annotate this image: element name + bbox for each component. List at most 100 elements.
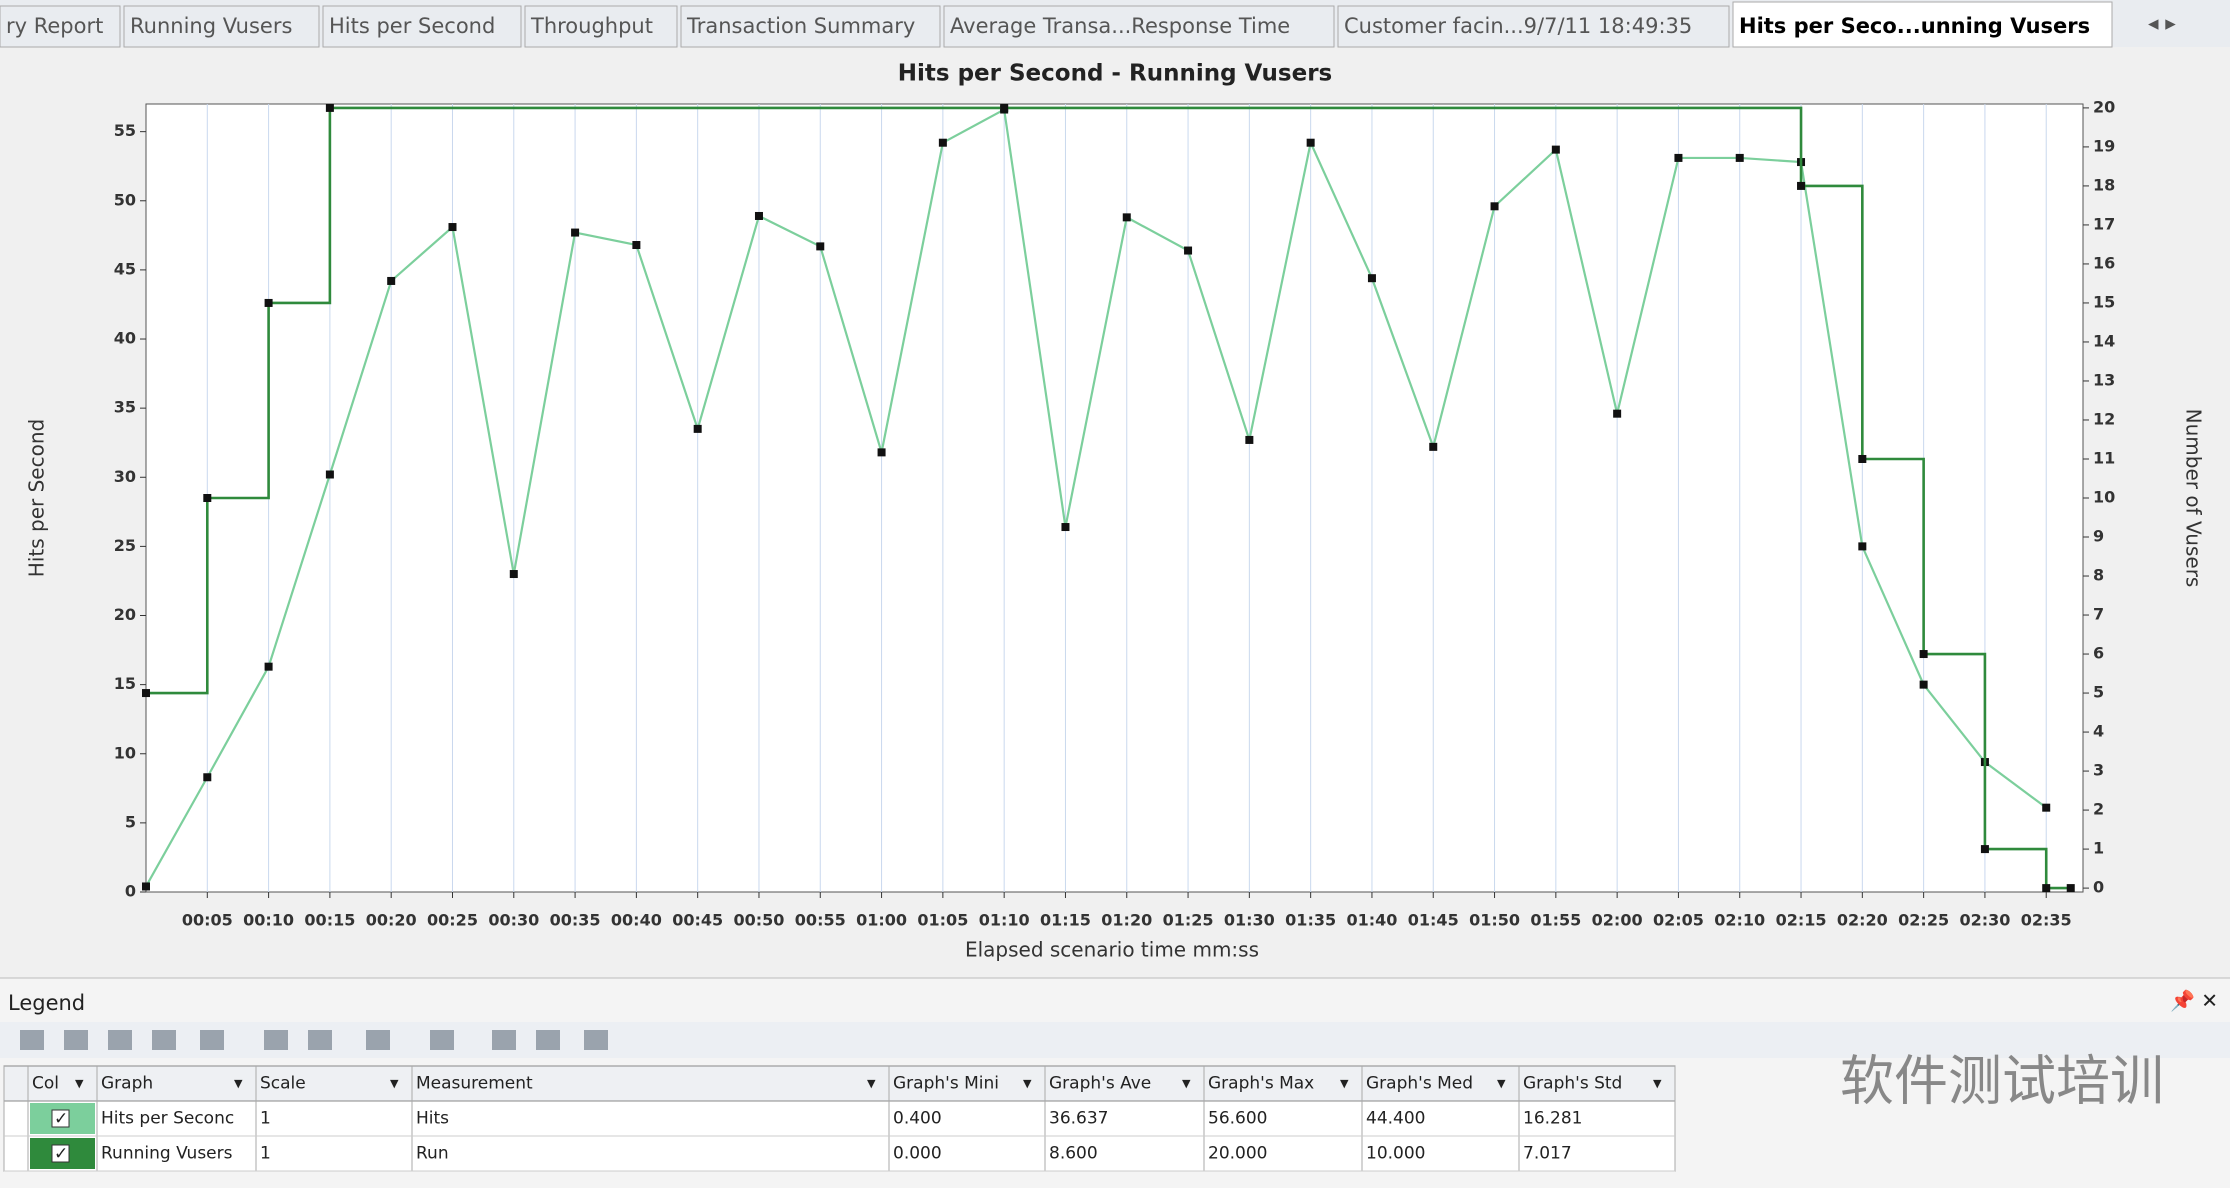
y-tick-label: 45 xyxy=(114,259,136,278)
dropdown[interactable]: ▾ xyxy=(1340,1074,1349,1094)
x-tick-label: 01:30 xyxy=(1224,911,1275,930)
tab[interactable] xyxy=(0,5,121,48)
tab[interactable] xyxy=(680,5,941,48)
point xyxy=(2042,803,2051,812)
y-tick-label: 10 xyxy=(114,743,136,762)
x-tick-label: 02:20 xyxy=(1837,911,1888,930)
panel-buttons[interactable]: 📌 ✕ xyxy=(2170,989,2218,1013)
point xyxy=(1613,409,1622,418)
column-header[interactable]: Graph's Max xyxy=(1208,1074,1314,1094)
x-tick-label: 00:20 xyxy=(366,911,417,930)
tab-label[interactable]: Hits per Seco...unning Vusers xyxy=(1739,14,2090,38)
tab[interactable] xyxy=(524,5,678,48)
cell: Running Vusers xyxy=(101,1144,233,1164)
tab[interactable] xyxy=(1337,5,1730,48)
column-header[interactable]: Graph's Std xyxy=(1523,1074,1622,1094)
column-header[interactable]: Graph xyxy=(101,1074,153,1094)
dropdown[interactable]: ▾ xyxy=(75,1074,84,1094)
point xyxy=(448,223,457,232)
cell: Run xyxy=(416,1144,449,1164)
y2-tick-label: 0 xyxy=(2093,878,2104,897)
tab-label[interactable]: Customer facin...9/7/11 18:49:35 xyxy=(1344,14,1692,38)
y2-tick-label: 4 xyxy=(2093,722,2104,741)
column-header[interactable]: Graph's Ave xyxy=(1049,1074,1151,1094)
tab[interactable] xyxy=(123,5,320,48)
y-tick-label: 20 xyxy=(114,605,136,624)
point xyxy=(2066,884,2075,893)
y2-tick-label: 12 xyxy=(2093,409,2115,428)
tab-label[interactable]: Throughput xyxy=(530,14,653,38)
x-tick-label: 01:25 xyxy=(1163,911,1214,930)
y2-tick-label: 11 xyxy=(2093,448,2115,467)
column-header[interactable]: Graph's Med xyxy=(1366,1074,1473,1094)
tab-scroll[interactable]: ◂ ▸ xyxy=(2148,11,2176,35)
x-tick-label: 02:10 xyxy=(1714,911,1765,930)
point xyxy=(509,570,518,579)
checkbox[interactable] xyxy=(51,1109,70,1128)
y-tick-label: 50 xyxy=(114,190,136,209)
checkbox[interactable] xyxy=(51,1144,70,1163)
check[interactable]: ✓ xyxy=(54,1109,68,1129)
point xyxy=(1429,442,1438,451)
point xyxy=(877,448,886,457)
x-tick-label: 00:55 xyxy=(795,911,846,930)
y2-tick-label: 7 xyxy=(2093,605,2104,624)
point xyxy=(1184,246,1193,255)
column-header[interactable]: Measurement xyxy=(416,1074,533,1094)
dropdown[interactable]: ▾ xyxy=(1023,1074,1032,1094)
dropdown[interactable]: ▾ xyxy=(1497,1074,1506,1094)
dropdown[interactable]: ▾ xyxy=(1182,1074,1191,1094)
x-axis-label: Elapsed scenario time mm:ss xyxy=(965,938,1259,962)
x-tick-label: 00:15 xyxy=(304,911,355,930)
x-tick-label: 01:20 xyxy=(1101,911,1152,930)
x-tick-label: 00:05 xyxy=(182,911,233,930)
dropdown[interactable]: ▾ xyxy=(867,1074,876,1094)
point xyxy=(1061,523,1070,532)
dropdown[interactable]: ▾ xyxy=(234,1074,243,1094)
tab-label[interactable]: Running Vusers xyxy=(130,14,292,38)
dropdown[interactable]: ▾ xyxy=(1653,1074,1662,1094)
x-tick-label: 02:30 xyxy=(1959,911,2010,930)
tab[interactable] xyxy=(322,5,522,48)
column-header[interactable]: Scale xyxy=(260,1074,306,1094)
y2-tick-label: 16 xyxy=(2093,253,2115,272)
y-tick-label: 0 xyxy=(125,882,136,901)
watermark: 软件测试培训 xyxy=(1840,1050,2164,1113)
y2-tick-label: 8 xyxy=(2093,566,2104,585)
y2-tick-label: 9 xyxy=(2093,527,2104,546)
y2-tick-label: 14 xyxy=(2093,331,2115,350)
series-line xyxy=(145,107,2047,888)
point xyxy=(1122,213,1131,222)
tab-label[interactable]: Average Transa...Response Time xyxy=(950,14,1290,38)
column-header[interactable]: Graph's Mini xyxy=(893,1074,999,1094)
dropdown[interactable]: ▾ xyxy=(390,1074,399,1094)
x-tick-label: 02:35 xyxy=(2021,911,2072,930)
tab[interactable] xyxy=(1732,1,2113,48)
toolbar-icons[interactable] xyxy=(20,1030,608,1050)
y-tick-label: 40 xyxy=(114,329,136,348)
point xyxy=(203,494,212,502)
point xyxy=(1735,153,1744,162)
column-header[interactable]: Col xyxy=(32,1074,59,1094)
x-tick-label: 01:10 xyxy=(979,911,1030,930)
y2-tick-label: 15 xyxy=(2093,292,2115,311)
point xyxy=(571,228,580,237)
tab-label[interactable]: Transaction Summary xyxy=(686,14,915,38)
point xyxy=(632,241,641,250)
tab-label[interactable]: Hits per Second xyxy=(329,14,495,38)
point xyxy=(1919,680,1928,689)
point xyxy=(938,138,947,147)
point xyxy=(1797,181,1806,190)
x-tick-label: 02:05 xyxy=(1653,911,1704,930)
point xyxy=(1980,845,1989,854)
x-tick-label: 00:10 xyxy=(243,911,294,930)
tab[interactable] xyxy=(943,5,1335,48)
tab-label[interactable]: ry Report xyxy=(6,14,103,38)
y-tick-label: 55 xyxy=(114,121,136,140)
y2-tick-label: 5 xyxy=(2093,683,2104,702)
cell: 36.637 xyxy=(1049,1109,1108,1129)
x-tick-label: 00:45 xyxy=(672,911,723,930)
point xyxy=(1858,454,1867,463)
check[interactable]: ✓ xyxy=(54,1144,68,1164)
y2-tick-label: 19 xyxy=(2093,136,2115,155)
